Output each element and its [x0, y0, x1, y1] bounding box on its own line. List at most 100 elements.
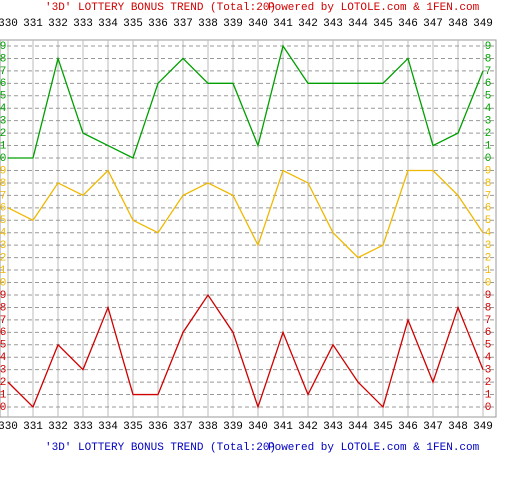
series-line — [7, 293, 484, 410]
y-tick-label-right: 3 — [485, 365, 492, 377]
x-tick-label-top: 346 — [398, 18, 418, 30]
series-line — [8, 44, 484, 159]
y-tick-label-right: 4 — [485, 352, 492, 364]
x-tick-label-bottom: 342 — [298, 421, 318, 433]
y-tick-label-left: 1 — [0, 265, 7, 277]
y-tick-label-left: 8 — [0, 53, 6, 65]
x-tick-label-bottom: 349 — [473, 421, 493, 433]
x-tick-label-bottom: 336 — [148, 421, 168, 433]
y-tick-label-right: 0 — [485, 153, 492, 165]
y-tick-label-right: 3 — [485, 240, 492, 252]
x-tick-label-bottom: 347 — [423, 421, 443, 433]
x-tick-label-bottom: 341 — [273, 421, 293, 433]
x-tick-label-top: 343 — [323, 18, 343, 30]
y-tick-label-right: 1 — [485, 140, 492, 152]
x-tick-label-bottom: 348 — [448, 421, 468, 433]
chart-subtitle: Powered by LOTOLE.com & 1FEN.com — [268, 2, 480, 14]
y-tick-label-right: 0 — [485, 277, 492, 289]
y-tick-label-right: 1 — [485, 389, 492, 401]
x-tick-label-bottom: 337 — [173, 421, 193, 433]
y-tick-label-left: 0 — [0, 153, 6, 165]
x-tick-label-top: 339 — [223, 18, 243, 30]
x-tick-label-top: 337 — [173, 18, 193, 30]
x-tick-label-top: 331 — [23, 18, 43, 30]
y-tick-label-right: 2 — [485, 128, 492, 140]
x-tick-label-top: 340 — [248, 18, 268, 30]
y-tick-label-right: 2 — [485, 253, 492, 265]
chart-subtitle-bottom: Powered by LOTOLE.com & 1FEN.com — [268, 442, 480, 454]
y-tick-label-right: 7 — [485, 66, 492, 78]
y-tick-label-right: 1 — [485, 265, 492, 277]
y-tick-label-right: 9 — [485, 41, 492, 53]
y-tick-label-right: 6 — [485, 203, 492, 215]
x-tick-label-top: 342 — [298, 18, 318, 30]
y-tick-label-left: 7 — [0, 66, 6, 78]
y-tick-label-left: 2 — [0, 377, 6, 389]
x-tick-label-bottom: 344 — [348, 421, 368, 433]
y-tick-label-right: 2 — [485, 377, 492, 389]
chart-title-bottom: '3D' LOTTERY BONUS TREND (Total:20) — [45, 442, 276, 454]
y-tick-label-left: 4 — [0, 228, 7, 240]
x-tick-label-top: 348 — [448, 18, 468, 30]
y-tick-label-left: 1 — [0, 140, 7, 152]
y-tick-label-left: 6 — [0, 327, 6, 339]
y-tick-label-right: 8 — [485, 178, 492, 190]
x-tick-label-bottom: 339 — [223, 421, 243, 433]
x-tick-label-top: 334 — [98, 18, 118, 30]
y-tick-label-left: 3 — [0, 240, 6, 252]
x-tick-label-top: 349 — [473, 18, 493, 30]
y-tick-label-left: 8 — [0, 302, 6, 314]
y-tick-label-left: 4 — [0, 103, 7, 115]
x-tick-label-top: 330 — [0, 18, 18, 30]
x-tick-label-top: 344 — [348, 18, 368, 30]
y-tick-label-left: 9 — [0, 165, 6, 177]
x-tick-label-bottom: 334 — [98, 421, 118, 433]
y-tick-label-left: 9 — [0, 41, 6, 53]
x-tick-label-top: 338 — [198, 18, 218, 30]
x-tick-label-top: 347 — [423, 18, 443, 30]
x-tick-label-bottom: 330 — [0, 421, 18, 433]
y-tick-label-left: 8 — [0, 178, 6, 190]
x-tick-label-bottom: 335 — [123, 421, 143, 433]
y-tick-label-right: 6 — [485, 327, 492, 339]
x-tick-label-bottom: 338 — [198, 421, 218, 433]
x-tick-label-bottom: 333 — [73, 421, 93, 433]
y-tick-label-right: 4 — [485, 103, 492, 115]
y-tick-label-left: 7 — [0, 315, 6, 327]
x-tick-label-top: 333 — [73, 18, 93, 30]
y-tick-label-right: 8 — [485, 53, 492, 65]
y-tick-label-left: 3 — [0, 116, 6, 128]
y-tick-label-right: 5 — [485, 340, 492, 352]
y-tick-label-left: 3 — [0, 365, 6, 377]
x-tick-label-bottom: 346 — [398, 421, 418, 433]
x-tick-label-bottom: 340 — [248, 421, 268, 433]
y-tick-label-left: 0 — [0, 402, 6, 414]
y-tick-label-left: 1 — [0, 389, 7, 401]
series-line — [7, 169, 484, 259]
y-tick-label-right: 9 — [485, 165, 492, 177]
y-tick-label-right: 3 — [485, 116, 492, 128]
x-tick-label-top: 336 — [148, 18, 168, 30]
y-tick-label-right: 0 — [485, 402, 492, 414]
x-tick-label-bottom: 343 — [323, 421, 343, 433]
y-tick-label-left: 9 — [0, 290, 6, 302]
y-tick-label-right: 9 — [485, 290, 492, 302]
y-tick-label-left: 6 — [0, 203, 6, 215]
x-tick-label-top: 345 — [373, 18, 393, 30]
y-tick-label-left: 5 — [0, 91, 6, 103]
y-tick-label-right: 8 — [485, 302, 492, 314]
x-tick-label-bottom: 345 — [373, 421, 393, 433]
y-tick-label-left: 5 — [0, 340, 6, 352]
y-tick-label-right: 6 — [485, 78, 492, 90]
y-tick-label-left: 0 — [0, 277, 6, 289]
y-tick-label-right: 5 — [485, 215, 492, 227]
x-tick-label-top: 335 — [123, 18, 143, 30]
y-tick-label-left: 2 — [0, 128, 6, 140]
y-tick-label-right: 7 — [485, 315, 492, 327]
y-tick-label-left: 5 — [0, 215, 6, 227]
y-tick-label-right: 7 — [485, 190, 492, 202]
chart-title: '3D' LOTTERY BONUS TREND (Total:20) — [45, 2, 276, 14]
y-tick-label-right: 4 — [485, 228, 492, 240]
y-tick-label-left: 7 — [0, 190, 6, 202]
